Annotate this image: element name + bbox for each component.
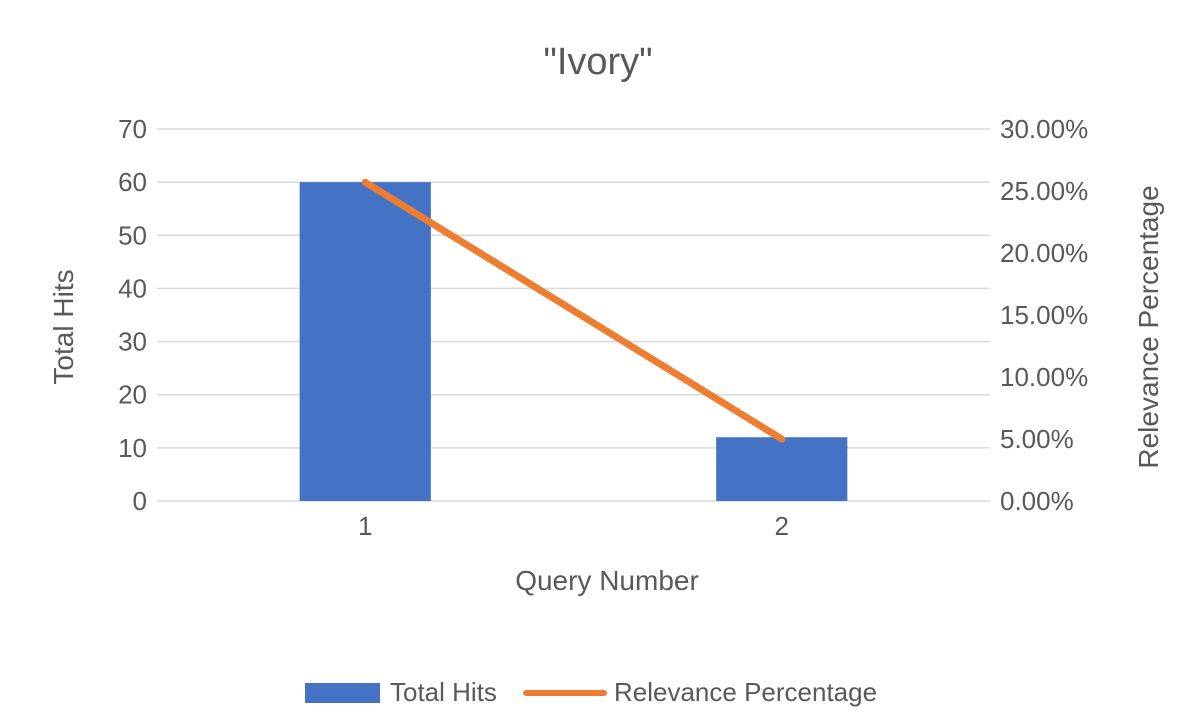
y2-tick-label: 30.00% <box>1000 114 1088 144</box>
y2-tick-label: 5.00% <box>1000 424 1074 454</box>
y2-tick-label: 0.00% <box>1000 486 1074 516</box>
legend-label-relevance-percentage: Relevance Percentage <box>614 677 877 707</box>
chart-title: "Ivory" <box>543 41 652 83</box>
y2-axis-label: Relevance Percentage <box>1133 185 1164 468</box>
right-axis-ticks: 0.00% 5.00% 10.00% 15.00% 20.00% 25.00% 30.00% <box>1000 114 1088 516</box>
y2-tick-label: 10.00% <box>1000 362 1088 392</box>
bar-total-hits <box>716 437 848 501</box>
left-axis-ticks: 0 10 20 30 40 50 60 70 <box>118 114 147 516</box>
y-tick-label: 50 <box>118 220 147 250</box>
y2-tick-label: 15.00% <box>1000 300 1088 330</box>
y-tick-label: 70 <box>118 114 147 144</box>
y-tick-label: 0 <box>133 486 147 516</box>
bar-series-total-hits <box>299 182 848 501</box>
y-tick-label: 40 <box>118 273 147 303</box>
bar-total-hits <box>299 182 431 501</box>
y-axis-label: Total Hits <box>48 269 79 384</box>
x-tick-label: 2 <box>775 511 789 541</box>
legend-label-total-hits: Total Hits <box>390 677 497 707</box>
gridlines <box>157 128 990 502</box>
y-tick-label: 30 <box>118 327 147 357</box>
y-tick-label: 60 <box>118 167 147 197</box>
y2-tick-label: 20.00% <box>1000 238 1088 268</box>
legend-swatch-total-hits <box>305 683 380 703</box>
y2-tick-label: 25.00% <box>1000 176 1088 206</box>
legend: Total Hits Relevance Percentage <box>305 677 877 707</box>
x-tick-label: 1 <box>358 511 372 541</box>
x-axis-label: Query Number <box>515 565 699 596</box>
y-tick-label: 10 <box>118 433 147 463</box>
line-series-relevance-percentage <box>361 178 786 443</box>
y-tick-label: 20 <box>118 380 147 410</box>
line-relevance-percentage <box>361 178 786 443</box>
